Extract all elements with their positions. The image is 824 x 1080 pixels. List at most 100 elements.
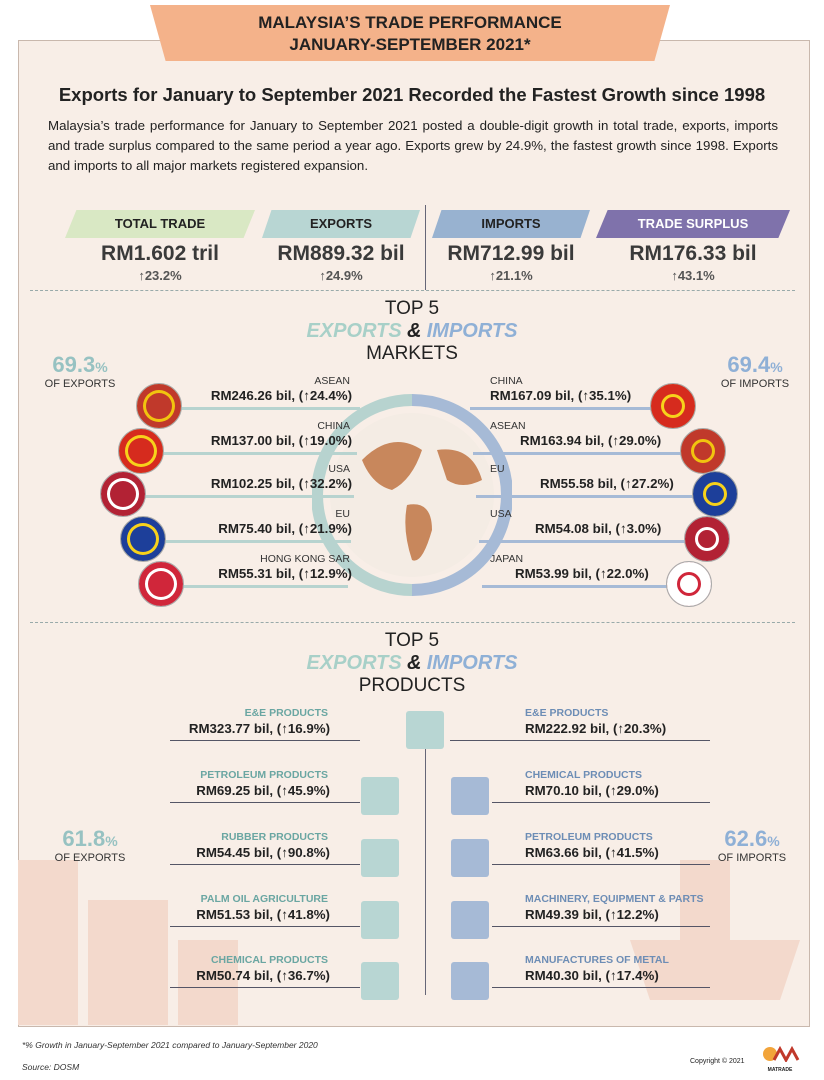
center-line [425,745,426,995]
market-value: RM55.31 bil, (↑12.9%) [218,566,352,581]
product-icon [451,777,489,815]
market-line [476,495,714,498]
product-name: E&E PRODUCTS [244,707,328,719]
product-value: RM50.74 bil, (↑36.7%) [196,968,330,983]
market-name: EU [490,463,505,475]
product-line [170,864,360,865]
market-name: EU [335,508,350,520]
product-value: RM40.30 bil, (↑17.4%) [525,968,659,983]
title-sub: PRODUCTS [358,675,466,696]
imports-word: IMPORTS [426,652,518,674]
logo-text: MATRADE [767,1067,793,1073]
market-value: RM246.26 bil, (↑24.4%) [210,388,352,403]
market-name: ASEAN [314,375,350,387]
product-value: RM222.92 bil, (↑20.3%) [525,721,667,736]
market-value: RM55.58 bil, (↑27.2%) [540,476,674,491]
product-icon [451,839,489,877]
product-icon [361,777,399,815]
amp: & [407,320,422,342]
bg-buildings [18,860,238,1025]
title-sub: MARKETS [366,343,458,364]
share-value: 61.8 [62,826,106,851]
market-line [160,585,348,588]
share-label: OF EXPORTS [54,852,126,864]
product-name: PETROLEUM PRODUCTS [525,831,653,843]
product-name: RUBBER PRODUCTS [221,831,328,843]
product-value: RM70.10 bil, (↑29.0%) [525,783,659,798]
market-value: RM54.08 bil, (↑3.0%) [535,521,662,536]
flag [138,561,184,607]
amp: & [407,652,422,674]
market-line [122,495,354,498]
product-value: RM51.53 bil, (↑41.8%) [196,907,330,922]
summary-label: TOTAL TRADE [65,210,255,238]
product-line [170,802,360,803]
summary-label: IMPORTS [432,210,590,238]
flag [136,383,182,429]
product-value: RM63.66 bil, (↑41.5%) [525,845,659,860]
market-line [479,540,706,543]
share-label: OF EXPORTS [44,378,116,390]
note: *% Growth in January-September 2021 comp… [22,1040,318,1050]
summary-label: EXPORTS [262,210,420,238]
product-name: CHEMICAL PRODUCTS [525,769,643,781]
market-line [158,407,360,410]
product-name: E&E PRODUCTS [525,707,609,719]
summary-growth: ↑24.9% [319,268,363,283]
share-label: OF IMPORTS [717,852,787,864]
product-value: RM54.45 bil, (↑90.8%) [196,845,330,860]
market-value: RM75.40 bil, (↑21.9%) [218,521,352,536]
market-value: RM167.09 bil, (↑35.1%) [490,388,632,403]
product-icon [361,962,399,1000]
product-icon [361,901,399,939]
product-icon [361,839,399,877]
market-value: RM102.25 bil, (↑32.2%) [210,476,352,491]
header-banner: MALAYSIA’S TRADE PERFORMANCE JANUARY-SEP… [150,5,670,61]
product-icon [451,901,489,939]
product-name: PALM OIL AGRICULTURE [200,893,328,905]
flag [666,561,712,607]
divider [30,290,795,291]
product-icon [406,711,444,749]
product-line [170,987,360,988]
market-line [140,452,357,455]
exports-word: EXPORTS [306,652,402,674]
market-name: ASEAN [490,420,526,432]
market-value: RM53.99 bil, (↑22.0%) [515,566,649,581]
market-line [482,585,688,588]
market-value: RM137.00 bil, (↑19.0%) [210,433,352,448]
exports-word: EXPORTS [306,320,402,342]
share-unit: % [770,359,783,375]
title-top: TOP 5 [384,630,440,651]
share-unit: % [767,833,780,849]
market-name: CHINA [317,420,350,432]
summary-growth: ↑23.2% [138,268,182,283]
divider [30,622,795,623]
market-name: USA [490,508,512,520]
product-line [492,987,710,988]
flag [692,471,738,517]
summary-value: RM889.32 bil [277,242,405,265]
product-name: PETROLEUM PRODUCTS [200,769,328,781]
market-name: JAPAN [490,553,524,565]
market-line [470,407,672,410]
product-line [170,926,360,927]
product-name: MANUFACTURES OF METAL [525,954,669,966]
divider [425,205,426,290]
summary-growth: ↑43.1% [671,268,715,283]
market-line [473,452,702,455]
summary-value: RM712.99 bil [447,242,575,265]
title-top: TOP 5 [384,298,440,319]
share: 61.8% OF EXPORTS [35,826,145,864]
share-unit: % [95,359,108,375]
product-name: MACHINERY, EQUIPMENT & PARTS [525,893,704,905]
summary-label: TRADE SURPLUS [596,210,790,238]
product-line [492,864,710,865]
title-line: JANUARY-SEPTEMBER 2021* [289,35,531,54]
summary-growth: ↑21.1% [489,268,533,283]
title-line: MALAYSIA’S TRADE PERFORMANCE [258,13,562,32]
summary-value: RM176.33 bil [629,242,757,265]
product-icon [451,962,489,1000]
market-line [142,540,351,543]
market-name: USA [328,463,350,475]
